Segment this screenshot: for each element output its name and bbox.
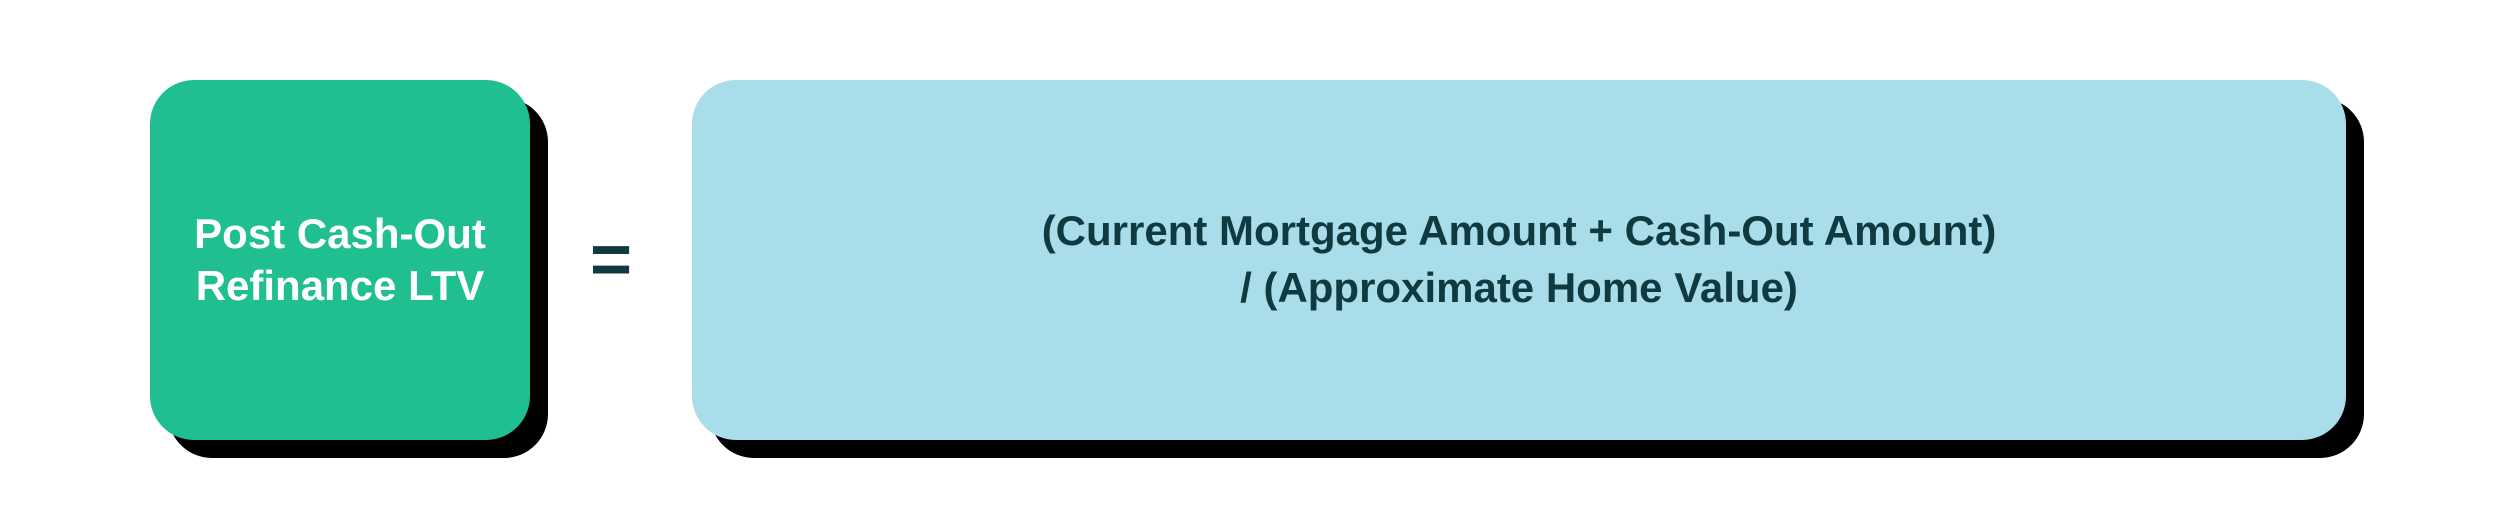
left-line-1: Post Cash-Out [194, 208, 486, 261]
left-line-2: Refinance LTV [196, 260, 485, 313]
right-line-2: / (Approximate Home Value) [1240, 260, 1798, 317]
equals-sign: = [580, 219, 642, 301]
left-box: Post Cash-Out Refinance LTV [150, 80, 530, 440]
right-line-1: (Current Mortgage Amount + Cash-Out Amou… [1042, 203, 1997, 260]
formula-container: Post Cash-Out Refinance LTV = (Current M… [150, 80, 2346, 440]
right-box: (Current Mortgage Amount + Cash-Out Amou… [692, 80, 2346, 440]
